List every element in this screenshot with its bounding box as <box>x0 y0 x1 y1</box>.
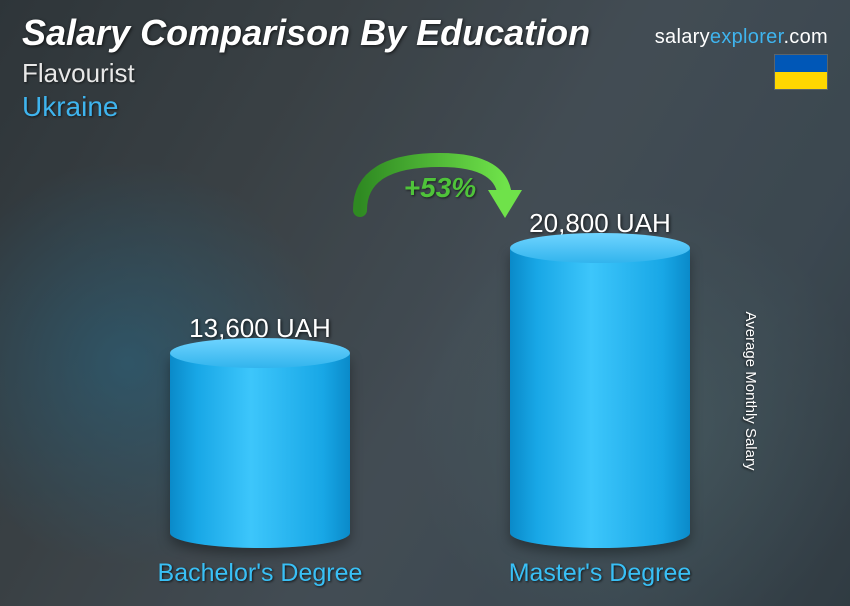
bar-bachelors: 13,600 UAH <box>160 353 360 548</box>
y-axis-label: Average Monthly Salary <box>742 312 759 471</box>
brand-part1: salary <box>655 26 710 48</box>
brand-logo: salaryexplorer.com <box>655 26 828 49</box>
flag-bottom-stripe <box>775 72 827 89</box>
bar-masters: 20,800 UAH <box>500 248 700 548</box>
flag-top-stripe <box>775 55 827 72</box>
bar-body <box>510 248 690 548</box>
bar-3d <box>510 248 690 548</box>
chart-area: 13,600 UAH 20,800 UAH Bachelor's Degree … <box>0 176 850 606</box>
delta-arrow: +53% <box>340 150 540 230</box>
brand-domain: .com <box>783 26 828 48</box>
bar-top-ellipse <box>170 338 350 368</box>
job-subtitle: Flavourist <box>22 58 828 89</box>
brand-part2: explorer <box>710 26 784 48</box>
bar-body <box>170 353 350 548</box>
delta-percentage: +53% <box>404 172 476 204</box>
category-label-bachelors: Bachelor's Degree <box>130 559 390 588</box>
category-label-masters: Master's Degree <box>470 559 730 588</box>
bar-3d <box>170 353 350 548</box>
country-label: Ukraine <box>22 91 828 123</box>
ukraine-flag-icon <box>774 54 828 90</box>
